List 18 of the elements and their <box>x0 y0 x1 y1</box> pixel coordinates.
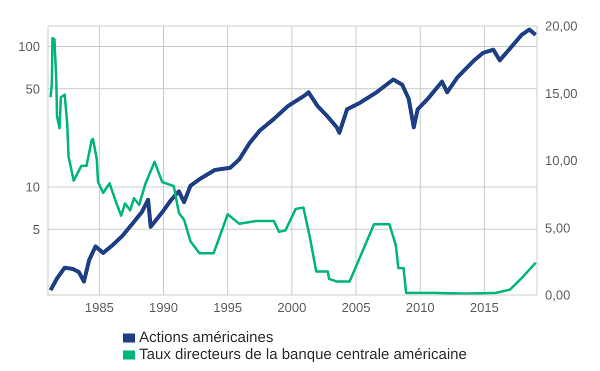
x-tick-label: 2010 <box>406 300 435 316</box>
y-tick-label: 100 <box>18 39 40 54</box>
legend-label: Taux directeurs de la banque centrale américaine <box>139 346 467 363</box>
y-tick-label: 10 <box>26 180 40 195</box>
y2-tick-label: 15,00 <box>545 86 578 101</box>
x-tick-label: 2005 <box>342 300 370 316</box>
x-tick-label: 2015 <box>470 300 499 316</box>
x-tick-label: 1985 <box>84 300 114 316</box>
y-tick-label: 50 <box>26 81 40 96</box>
x-tick-label: 2000 <box>277 300 306 316</box>
x-tick-label: 1990 <box>149 300 178 316</box>
y-tick-label: 5 <box>32 222 40 237</box>
y2-tick-label: 5,00 <box>545 220 570 236</box>
y2-tick-label: 0,00 <box>545 288 570 303</box>
x-tick-label: 1995 <box>213 300 242 316</box>
y2-tick-label: 20,00 <box>545 18 578 34</box>
y2-tick-label: 10,00 <box>545 153 578 168</box>
legend-label: Actions américaines <box>139 329 274 346</box>
